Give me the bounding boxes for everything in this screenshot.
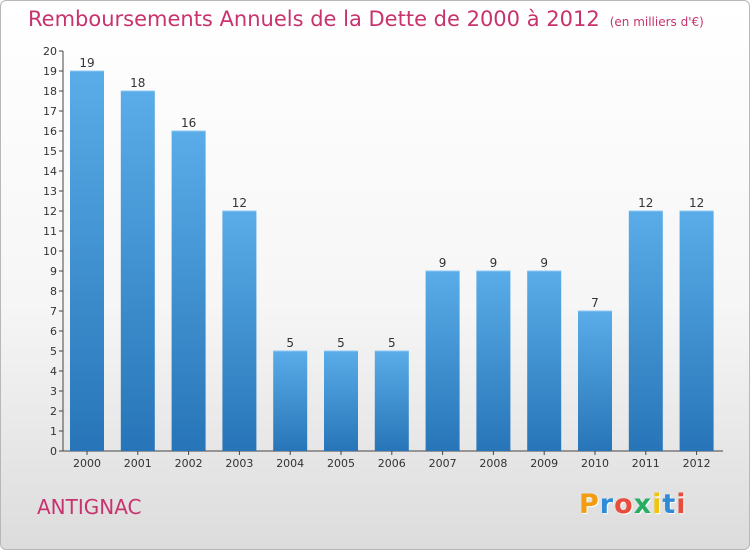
x-tick-label: 2002 [175,457,203,470]
proxiti-logo: Proxiti [579,489,687,520]
y-tick-label: 14 [43,165,57,178]
bar-value-label: 18 [130,76,145,90]
y-tick-label: 9 [50,265,57,278]
bar-value-label: 9 [439,256,447,270]
bar-value-label: 5 [337,336,345,350]
y-tick-label: 11 [43,225,57,238]
y-tick-label: 5 [50,345,57,358]
y-tick-label: 4 [50,365,57,378]
bar-value-label: 12 [232,196,247,210]
bar [374,351,409,451]
bar-value-label: 5 [388,336,396,350]
y-tick-label: 3 [50,385,57,398]
logo-letter: x [633,489,653,520]
chart-unit: (en milliers d'€) [609,15,704,29]
bar [273,351,308,451]
y-tick-label: 8 [50,285,57,298]
bar-value-label: 9 [490,256,498,270]
y-tick-label: 16 [43,125,57,138]
x-tick-label: 2004 [276,457,304,470]
bar [679,211,714,451]
x-tick-label: 2011 [632,457,660,470]
bar-value-label: 16 [181,116,196,130]
y-tick-label: 10 [43,245,57,258]
bar [527,271,562,451]
logo-letter: r [599,489,615,520]
bar [476,271,511,451]
bar-value-label: 7 [591,296,599,310]
x-tick-label: 2000 [73,457,101,470]
logo-letter: i [676,489,687,520]
bar-value-label: 12 [689,196,704,210]
bar [324,351,358,451]
x-tick-label: 2005 [327,457,355,470]
y-tick-label: 2 [50,405,57,418]
x-tick-label: 2007 [429,457,457,470]
x-tick-label: 2008 [479,457,507,470]
x-tick-label: 2006 [378,457,406,470]
x-tick-label: 2003 [225,457,253,470]
bar-value-label: 9 [540,256,548,270]
bar-value-label: 19 [79,56,94,70]
y-tick-label: 0 [50,445,57,458]
y-tick-label: 17 [43,105,57,118]
bar [222,211,257,451]
y-tick-label: 1 [50,425,57,438]
y-tick-label: 6 [50,325,57,338]
logo-letter: o [614,489,634,520]
logo-letter: i [652,489,663,520]
bar [70,71,104,451]
bar [120,91,155,451]
y-tick-label: 18 [43,85,57,98]
x-tick-label: 2010 [581,457,609,470]
commune-name: ANTIGNAC [37,495,142,519]
y-tick-label: 7 [50,305,57,318]
y-tick-label: 13 [43,185,57,198]
bar [171,131,206,451]
y-tick-label: 19 [43,65,57,78]
chart-title: Remboursements Annuels de la Dette de 20… [28,7,704,31]
chart-title-text: Remboursements Annuels de la Dette de 20… [28,7,600,31]
bar-value-label: 5 [286,336,294,350]
bar [628,211,663,451]
logo-letter: t [662,489,677,520]
y-tick-label: 15 [43,145,57,158]
logo-letter: P [579,489,600,520]
y-tick-label: 20 [43,45,57,58]
x-tick-label: 2001 [124,457,152,470]
y-tick-label: 12 [43,205,57,218]
bars: 19 18 16 12 5 5 5 9 9 9 7 12 12 [70,56,714,451]
x-tick-label: 2009 [530,457,558,470]
bar [425,271,460,451]
bar [578,311,612,451]
x-tick-label: 2012 [683,457,711,470]
bar-value-label: 12 [638,196,653,210]
